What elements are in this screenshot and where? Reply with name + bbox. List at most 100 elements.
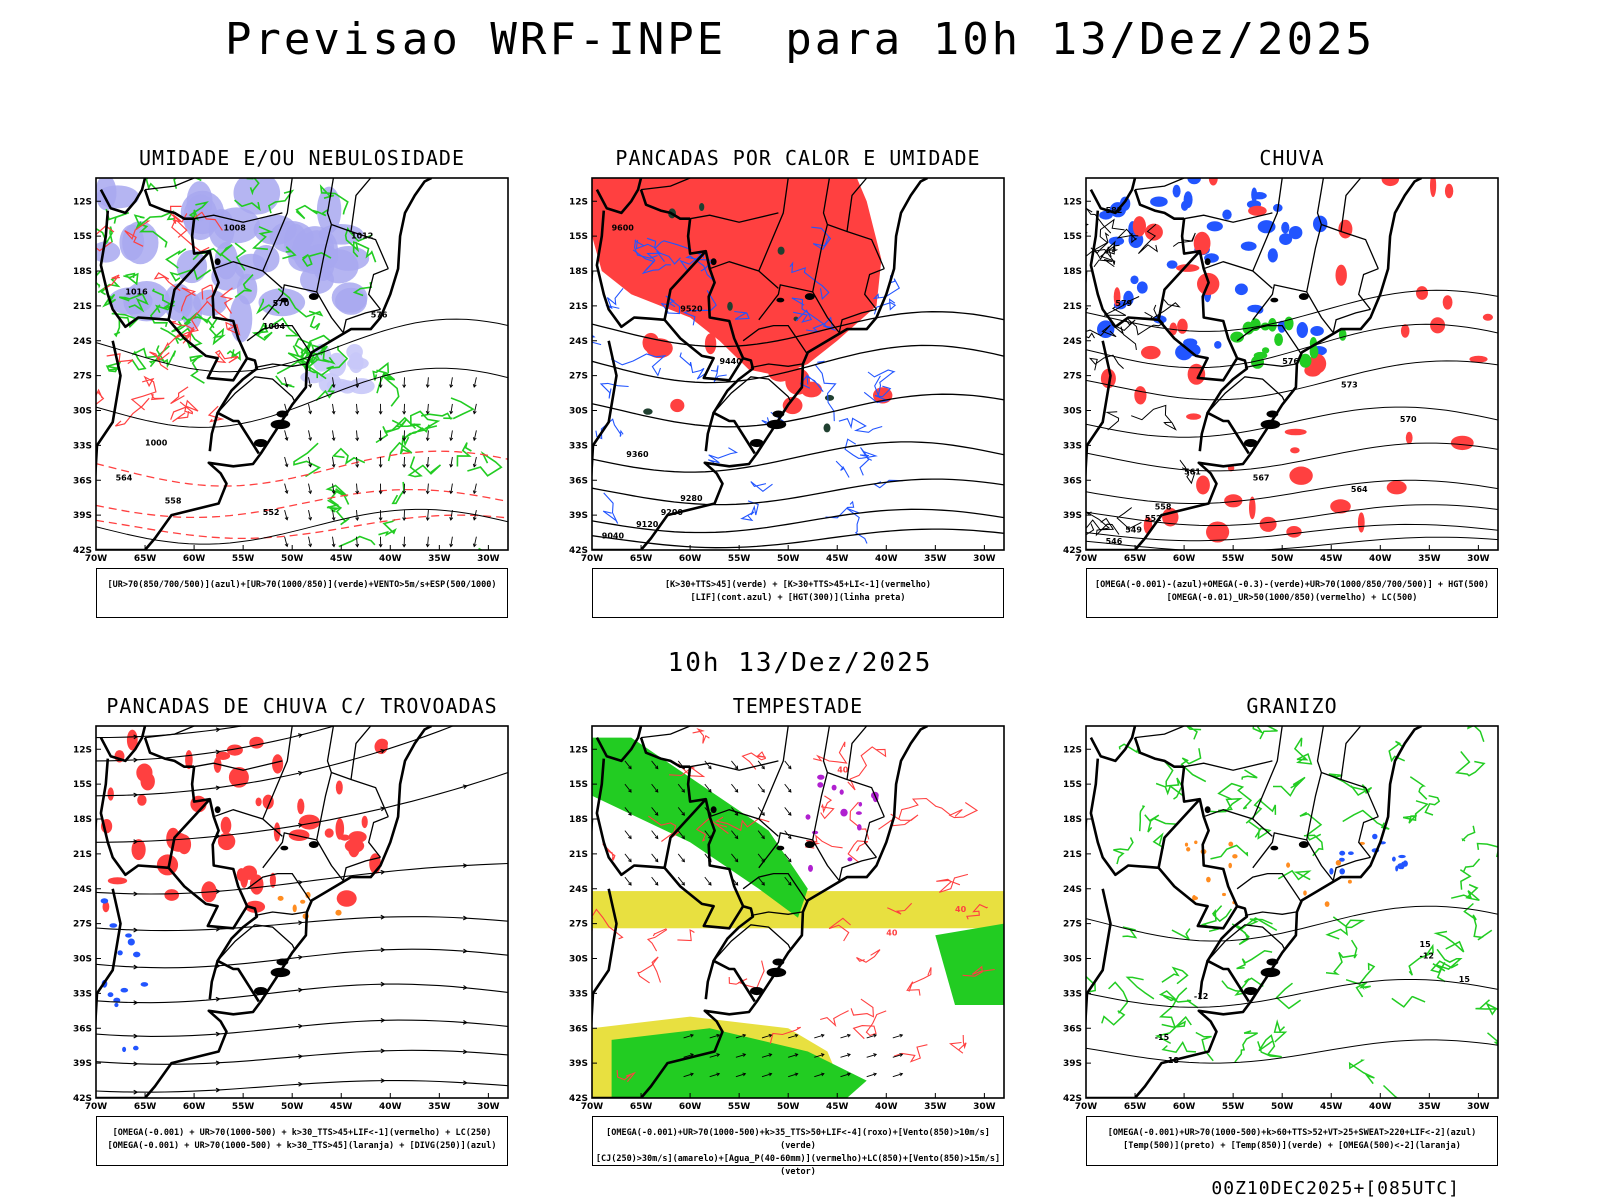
lif-contour — [789, 261, 830, 301]
lat-tick-label: 42S — [569, 1094, 588, 1104]
humidity-1000-850-contour — [407, 456, 442, 478]
humidity-1000-850-contour — [151, 288, 176, 314]
omega-ur-area — [1141, 345, 1161, 360]
divergence-area — [117, 950, 123, 956]
humidity-1000-850-contour — [234, 274, 254, 299]
wind850-vector — [814, 1053, 825, 1058]
temp850-contour — [1101, 1010, 1126, 1026]
thickness-contour — [106, 353, 134, 365]
lake — [776, 845, 785, 851]
lc850-contour — [856, 949, 881, 963]
wind-vector — [473, 510, 477, 520]
divergence-area — [109, 923, 118, 928]
lon-tick-label: 40W — [1369, 1102, 1392, 1112]
wind-vector-head — [308, 543, 313, 548]
temp850-contour — [1212, 905, 1233, 923]
omega500-area — [1228, 862, 1232, 869]
wind-vector-head — [472, 437, 477, 442]
instability-li-area — [771, 341, 798, 361]
humidity-1000-850-contour — [338, 535, 376, 548]
lon-tick-label: 50W — [1271, 554, 1294, 564]
instability-k-area — [777, 246, 785, 255]
pressure-contour — [96, 318, 508, 373]
state-border — [1340, 726, 1362, 780]
panel-title: CHUVA — [1259, 146, 1325, 170]
lat-tick-label: 30S — [73, 955, 92, 965]
humidity-1000-850-contour — [148, 350, 177, 369]
storm-red-area — [241, 865, 257, 880]
temp500-contour — [1086, 979, 1498, 1008]
state-border — [1236, 324, 1303, 356]
lake — [1243, 438, 1258, 448]
lc500-contour — [1116, 507, 1142, 530]
omega-area — [1277, 320, 1286, 333]
state-border — [758, 726, 789, 820]
lat-tick-label: 33S — [569, 441, 588, 451]
lon-tick-label: 70W — [85, 1102, 108, 1112]
state-border — [742, 872, 809, 904]
lat-tick-label: 27S — [569, 372, 588, 382]
lc850-contour — [616, 1070, 637, 1083]
humidity-1000-850-contour — [208, 317, 226, 346]
humidity-1000-850-contour — [282, 246, 297, 260]
wind-vector-head — [355, 517, 360, 521]
temp850-contour — [1155, 782, 1185, 798]
streamline-arrow — [133, 891, 139, 897]
state-border — [713, 376, 792, 414]
wind-vector-head — [308, 437, 313, 442]
lif-contour — [872, 275, 901, 300]
state-border — [217, 376, 296, 414]
thickness-contour — [170, 386, 189, 405]
omega-ur-area — [1206, 521, 1230, 543]
lon-tick-label: 65W — [1124, 554, 1147, 564]
lc500-contour — [1179, 459, 1196, 485]
contour-label: 9120 — [636, 520, 659, 529]
omega500-area — [1335, 860, 1342, 866]
wind850-vector-head — [846, 1072, 851, 1077]
wind-vector-head — [449, 410, 454, 415]
streamline-arrow — [462, 1080, 468, 1086]
wind-vector — [284, 509, 288, 520]
hgt500-contour — [1086, 406, 1498, 438]
omega-ur-area — [1430, 317, 1446, 334]
streamline-arrow — [462, 1049, 468, 1055]
contour-label: 40 — [837, 766, 849, 775]
omega-ur-area — [1430, 178, 1437, 198]
divergence-area — [100, 898, 109, 904]
state-border — [1236, 872, 1303, 904]
lat-tick-label: 36S — [73, 1024, 92, 1034]
lc850-contour — [677, 929, 695, 942]
storm-orange-area — [335, 909, 342, 916]
wind850-vector — [651, 807, 659, 816]
temp850-contour — [1210, 844, 1249, 860]
humidity-1000-850-contour — [327, 499, 350, 526]
wind850-vector-head — [734, 835, 739, 840]
lat-tick-label: 36S — [1063, 476, 1082, 486]
omega-area — [1222, 209, 1232, 220]
wind-vector — [356, 456, 358, 468]
lat-tick-label: 12S — [569, 745, 588, 755]
streamline-arrow — [215, 889, 221, 894]
hgt300-contour — [592, 344, 1004, 384]
wind-vector — [308, 377, 312, 388]
severe-storm-area — [805, 814, 811, 820]
wind-vector — [332, 510, 335, 521]
humidity-1000-850-contour — [96, 226, 113, 245]
country-border — [1089, 726, 1137, 763]
wind850-vector-head — [681, 788, 685, 793]
storm-red-area — [107, 787, 114, 801]
wind850-vector — [731, 783, 739, 793]
storm-red-area — [215, 751, 231, 760]
lc500-contour — [1094, 232, 1118, 260]
lake — [749, 986, 764, 996]
wind850-vector — [735, 1073, 746, 1078]
humidity-1000-850-contour — [226, 349, 241, 361]
lake — [766, 419, 787, 430]
wind-vector — [308, 536, 312, 547]
wind850-vector-head — [873, 1033, 878, 1038]
streamline-arrow — [133, 839, 139, 845]
country-border — [595, 178, 643, 215]
lif-contour — [683, 290, 717, 326]
temp850-contour — [1113, 837, 1134, 865]
